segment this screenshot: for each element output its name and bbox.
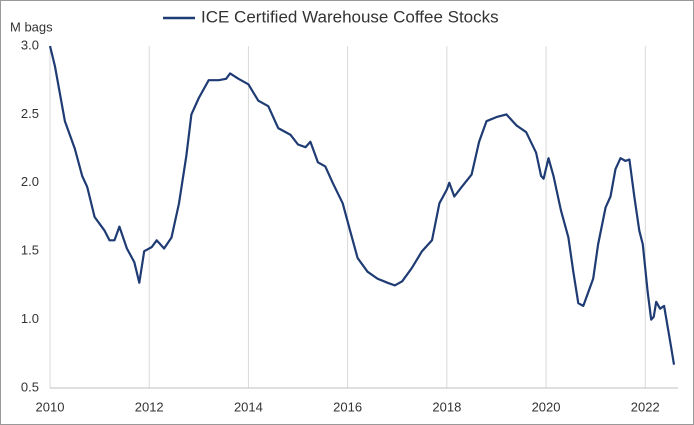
x-tick-label: 2020 (532, 399, 561, 414)
legend-label: ICE Certified Warehouse Coffee Stocks (201, 7, 499, 26)
y-tick-label: 1.0 (21, 311, 39, 326)
y-tick-label: 1.5 (21, 243, 39, 258)
x-tick-label: 2012 (135, 399, 164, 414)
y-axis-label: M bags (10, 19, 53, 34)
y-tick-label: 2.5 (21, 106, 39, 121)
y-tick-label: 3.0 (21, 37, 39, 52)
x-tick-label: 2010 (36, 399, 65, 414)
x-tick-label: 2018 (432, 399, 461, 414)
data-line (48, 45, 676, 365)
y-tick-label: 0.5 (21, 379, 39, 394)
x-tick-label: 2016 (333, 399, 362, 414)
y-tick-label: 2.0 (21, 174, 39, 189)
x-tick-label: 2014 (234, 399, 263, 414)
x-tick-label: 2022 (631, 399, 660, 414)
